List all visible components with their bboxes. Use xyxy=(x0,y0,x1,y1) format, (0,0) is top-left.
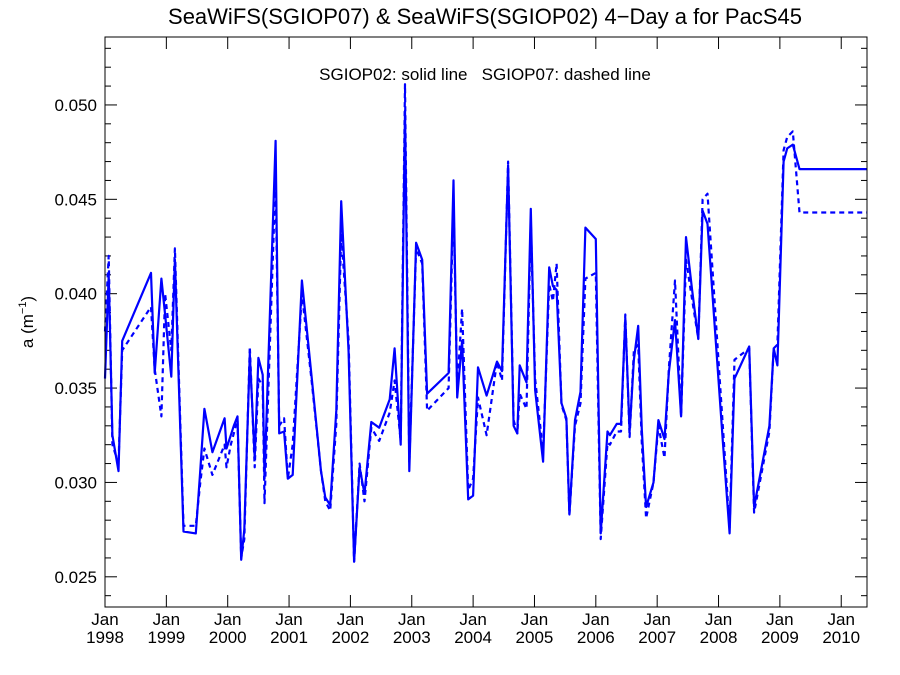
x-tick-year: 2001 xyxy=(270,628,308,647)
y-axis-label: a (m−1) xyxy=(17,296,37,348)
x-tick-month: Jan xyxy=(91,610,118,629)
x-tick-year: 2009 xyxy=(761,628,799,647)
x-tick-year: 2006 xyxy=(577,628,615,647)
series-line-sgiop07 xyxy=(103,83,867,563)
x-tick-month: Jan xyxy=(643,610,670,629)
x-tick-year: 2000 xyxy=(209,628,247,647)
x-tick-year: 2004 xyxy=(454,628,492,647)
x-tick-year: 2007 xyxy=(638,628,676,647)
x-tick-month: Jan xyxy=(582,610,609,629)
x-tick-year: 1999 xyxy=(147,628,185,647)
x-tick-month: Jan xyxy=(459,610,486,629)
series-line-sgiop02 xyxy=(103,109,867,563)
y-tick-label: 0.040 xyxy=(54,285,97,304)
x-tick-month: Jan xyxy=(705,610,732,629)
legend-annotation: SGIOP02: solid line SGIOP07: dashed line xyxy=(319,65,651,84)
x-tick-year: 2005 xyxy=(516,628,554,647)
y-tick-label: 0.035 xyxy=(54,379,97,398)
plot-frame xyxy=(104,36,868,608)
x-tick-year: 2003 xyxy=(393,628,431,647)
x-tick-month: Jan xyxy=(521,610,548,629)
x-tick-month: Jan xyxy=(828,610,855,629)
x-axis-ticks: Jan1998Jan1999Jan2000Jan2001Jan2002Jan20… xyxy=(86,37,860,647)
x-tick-month: Jan xyxy=(398,610,425,629)
x-tick-month: Jan xyxy=(766,610,793,629)
x-tick-year: 2010 xyxy=(822,628,860,647)
y-tick-label: 0.050 xyxy=(54,96,97,115)
y-axis-ticks: 0.025 0.030 0.035 0.040 0.045 0.050 xyxy=(54,47,867,597)
x-tick-month: Jan xyxy=(214,610,241,629)
chart-title: SeaWiFS(SGIOP07) & SeaWiFS(SGIOP02) 4−Da… xyxy=(168,4,802,29)
x-tick-year: 1998 xyxy=(86,628,124,647)
y-tick-label: 0.030 xyxy=(54,473,97,492)
series-layer xyxy=(103,83,867,563)
x-tick-year: 2002 xyxy=(331,628,369,647)
y-tick-label: 0.025 xyxy=(54,568,97,587)
y-tick-label: 0.045 xyxy=(54,190,97,209)
x-tick-month: Jan xyxy=(275,610,302,629)
x-tick-year: 2008 xyxy=(700,628,738,647)
x-tick-month: Jan xyxy=(337,610,364,629)
x-tick-month: Jan xyxy=(153,610,180,629)
